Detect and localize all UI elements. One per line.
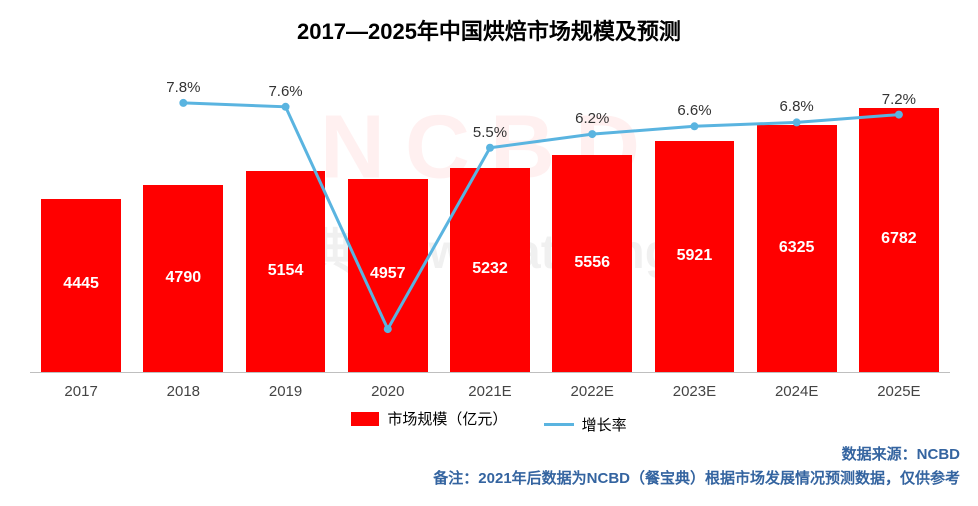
plot-region: 4445 2017 4790 2018 5154 2019 4957 2020 5232 2021… bbox=[30, 60, 950, 400]
x-tick-label: 2024E bbox=[746, 383, 848, 400]
bar: 4957 bbox=[348, 179, 428, 372]
bar-value-label: 4790 bbox=[143, 269, 223, 287]
bar: 5921 bbox=[655, 141, 735, 372]
footer-note: 备注：2021年后数据为NCBD（餐宝典）根据市场发展情况预测数据，仅供参考 bbox=[433, 467, 960, 488]
bar: 4445 bbox=[41, 199, 121, 372]
legend-swatch-line bbox=[544, 423, 574, 426]
growth-rate-label: 7.6% bbox=[268, 83, 302, 100]
bar-value-label: 6782 bbox=[859, 230, 939, 248]
bar: 5232 bbox=[450, 168, 530, 372]
legend-item-line: 增长率 bbox=[544, 414, 627, 435]
growth-rate-label: 6.6% bbox=[677, 102, 711, 119]
growth-rate-label: 7.8% bbox=[166, 79, 200, 96]
x-tick-label: 2017 bbox=[30, 383, 132, 400]
legend: 市场规模（亿元） 增长率 bbox=[0, 408, 978, 435]
chart-area: NCBD 宝典 New Catering D 44452017479020185… bbox=[30, 60, 950, 400]
bar-value-label: 5921 bbox=[655, 247, 735, 265]
bar-value-label: 5556 bbox=[552, 254, 632, 272]
x-tick-label: 2019 bbox=[234, 383, 336, 400]
bar: 5154 bbox=[246, 171, 326, 372]
legend-label-line: 增长率 bbox=[582, 414, 627, 435]
growth-rate-label: 7.2% bbox=[882, 91, 916, 108]
growth-rate-label: 6.8% bbox=[780, 98, 814, 115]
growth-rate-label: 5.5% bbox=[473, 124, 507, 141]
x-axis bbox=[30, 372, 950, 373]
x-tick-label: 2025E bbox=[848, 383, 950, 400]
bar-value-label: 5154 bbox=[246, 262, 326, 280]
x-tick-label: 2022E bbox=[541, 383, 643, 400]
bar-value-label: 4957 bbox=[348, 265, 428, 283]
legend-label-bars: 市场规模（亿元） bbox=[387, 408, 507, 429]
data-source: 数据来源：NCBD bbox=[842, 443, 960, 464]
bar-value-label: 5232 bbox=[450, 260, 530, 278]
growth-rate-label: 6.2% bbox=[575, 110, 609, 127]
x-tick-label: 2020 bbox=[337, 383, 439, 400]
bar: 5556 bbox=[552, 155, 632, 372]
bar: 4790 bbox=[143, 185, 223, 372]
x-tick-label: 2021E bbox=[439, 383, 541, 400]
legend-swatch-bars bbox=[351, 412, 379, 426]
bar: 6782 bbox=[859, 108, 939, 372]
legend-item-bars: 市场规模（亿元） bbox=[351, 408, 507, 429]
x-tick-label: 2018 bbox=[132, 383, 234, 400]
x-tick-label: 2023E bbox=[643, 383, 745, 400]
bar: 6325 bbox=[757, 125, 837, 372]
bar-value-label: 4445 bbox=[41, 275, 121, 293]
bar-value-label: 6325 bbox=[757, 239, 837, 257]
chart-title: 2017—2025年中国烘焙市场规模及预测 bbox=[0, 0, 978, 46]
